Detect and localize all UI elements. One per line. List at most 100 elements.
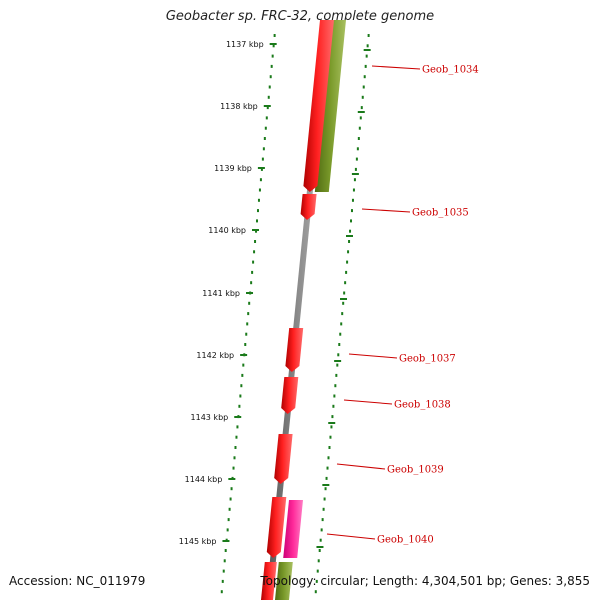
ruler-dot-right: [326, 466, 329, 470]
kbp-tick: [228, 478, 236, 480]
kbp-tick-right: [328, 422, 336, 424]
gene-label[interactable]: Geob_1038: [394, 400, 451, 411]
kbp-tick-label: 1139 kbp: [214, 164, 252, 173]
ruler-dot-left: [232, 466, 235, 470]
ruler-dot-left: [257, 198, 260, 202]
gene-features: [261, 20, 346, 600]
map-title: Geobacter sp. FRC-32, complete genome: [165, 9, 435, 24]
ruler-dot-left: [254, 240, 257, 243]
kbp-tick-right: [363, 49, 371, 51]
ruler-dot-left: [266, 106, 269, 110]
ruler-dot-left: [228, 507, 231, 511]
ruler-dot-right: [318, 549, 321, 552]
kbp-ticks: 1137 kbp 1138 kbp 1139 kbp 1140 kbp 1141 kbp…: [179, 40, 371, 548]
ruler-dot-left: [270, 64, 273, 68]
kbp-tick: [252, 229, 259, 231]
ruler-dot-left: [221, 579, 224, 583]
ruler-dot-right: [331, 415, 334, 419]
gene-shape-forward: [281, 377, 299, 414]
ruler-dot-left: [244, 343, 247, 346]
ruler-dot-right: [320, 528, 323, 532]
ruler-dot-left: [251, 270, 254, 274]
ruler-dot-right: [347, 250, 350, 254]
accession-text: Accession: NC_011979: [9, 574, 146, 588]
ruler-dot-right: [336, 363, 339, 367]
ruler-dot-right: [315, 579, 318, 583]
ruler-dot-left: [258, 188, 261, 192]
ruler-dot-left: [234, 446, 237, 449]
ruler-dot-left: [255, 229, 258, 233]
ruler-dot-left: [252, 260, 255, 264]
ruler-dot-right: [337, 353, 340, 357]
ruler-dot-right: [330, 425, 333, 429]
ruler-dot-left: [256, 209, 259, 213]
ruler-dot-left: [241, 373, 244, 377]
kbp-tick-label: 1145 kbp: [179, 537, 217, 546]
ruler-dots: [220, 34, 370, 594]
ruler-dot-left: [222, 569, 225, 573]
gene-callout-line: [361, 208, 411, 213]
ruler-dot-left: [242, 363, 245, 367]
ruler-dot-left: [246, 322, 249, 326]
ruler-dot-right: [356, 147, 359, 151]
kbp-tick: [246, 292, 254, 294]
ruler-dot-left: [226, 528, 229, 532]
ruler-dot-left: [253, 250, 256, 254]
ruler-dot-right: [333, 394, 336, 398]
ruler-dot-right: [352, 188, 355, 192]
kbp-tick-label: 1142 kbp: [196, 351, 234, 360]
gene-shape-forward: [285, 328, 304, 372]
gene-shape-reverse: [275, 562, 293, 600]
ruler-dot-right: [319, 538, 322, 542]
kbp-tick-label: 1141 kbp: [202, 289, 240, 298]
kbp-tick-right: [346, 235, 353, 237]
gene-label[interactable]: Geob_1037: [399, 354, 456, 365]
ruler-dot-right: [343, 291, 346, 295]
kbp-tick-right: [340, 298, 348, 300]
ruler-dot-right: [328, 446, 331, 449]
gene-shape-forward: [274, 434, 293, 484]
ruler-dot-left: [271, 54, 274, 58]
ruler-dot-left: [224, 549, 227, 552]
kbp-tick-label: 1138 kbp: [220, 102, 258, 111]
gene-callout-line: [336, 463, 386, 470]
ruler-dot-right: [354, 167, 357, 171]
ruler-dot-right: [353, 178, 356, 182]
ruler-dot-left: [230, 487, 233, 491]
gene-callouts: Geob_1034 Geob_1035 Geob_1037 Geob_1038 Geob…: [326, 65, 479, 546]
ruler-dot-left: [272, 44, 275, 48]
kbp-tick-right: [316, 546, 324, 548]
ruler-dot-left: [273, 34, 276, 37]
ruler-dot-left: [260, 167, 263, 171]
ruler-dot-left: [247, 312, 250, 316]
gene-shape-forward-alt: [283, 500, 303, 558]
gene-shape-forward: [303, 20, 334, 192]
kbp-tick-label: 1140 kbp: [208, 226, 246, 235]
kbp-tick: [240, 354, 248, 356]
ruler-dot-right: [361, 95, 364, 99]
kbp-tick: [263, 105, 271, 107]
ruler-dot-right: [360, 106, 363, 110]
ruler-dot-left: [256, 219, 259, 223]
ruler-dot-right: [327, 456, 330, 460]
ruler-dot-left: [233, 456, 236, 460]
gene-label[interactable]: Geob_1034: [422, 65, 479, 76]
ruler-dot-left: [220, 590, 223, 594]
ruler-dot-right: [350, 209, 353, 213]
ruler-dot-right: [325, 476, 328, 480]
gene-label[interactable]: Geob_1040: [377, 535, 434, 546]
ruler-dot-right: [344, 281, 347, 285]
kbp-tick-label: 1144 kbp: [185, 475, 223, 484]
gene-shape-forward: [261, 562, 277, 600]
gene-label[interactable]: Geob_1035: [412, 208, 469, 219]
ruler-dot-right: [359, 116, 362, 120]
ruler-dot-right: [364, 64, 367, 68]
kbp-tick-label: 1143 kbp: [191, 413, 229, 422]
gene-label[interactable]: Geob_1039: [387, 465, 444, 476]
ruler-dot-right: [329, 435, 332, 439]
ruler-dot-right: [339, 332, 342, 336]
ruler-dot-right: [348, 240, 351, 243]
ruler-dot-right: [332, 404, 335, 408]
